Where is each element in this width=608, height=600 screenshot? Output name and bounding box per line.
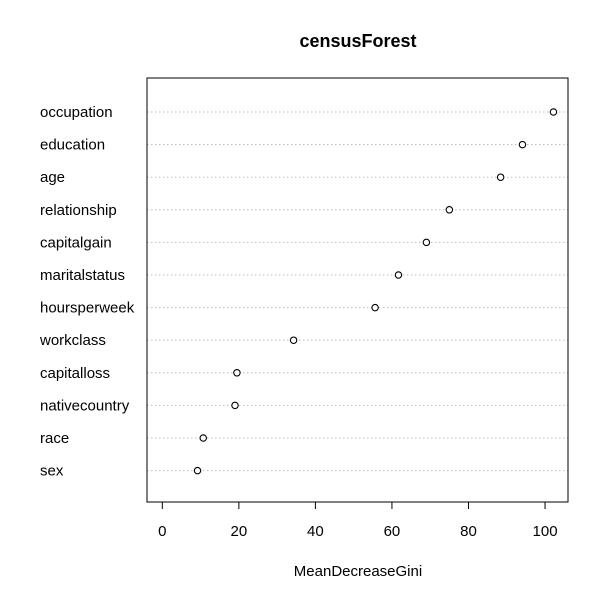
- data-point: [445, 206, 454, 214]
- category-label: maritalstatus: [40, 267, 125, 284]
- category-label: capitalgain: [40, 234, 112, 251]
- x-tick-label: 20: [231, 523, 248, 540]
- data-point: [518, 140, 527, 149]
- data-point: [549, 108, 558, 116]
- x-tick-label: 0: [158, 523, 166, 540]
- data-point: [193, 466, 202, 475]
- data-point: [496, 173, 505, 181]
- x-axis-title: MeanDecreaseGini: [294, 563, 422, 580]
- data-point: [394, 271, 403, 279]
- category-labels: occupation education age relationship capita…: [39, 104, 135, 480]
- data-point: [233, 369, 241, 377]
- x-tick-label: 80: [460, 523, 477, 540]
- category-label: sex: [40, 463, 64, 480]
- x-tick-label: 100: [533, 523, 558, 540]
- category-label: occupation: [40, 104, 113, 121]
- category-label: workclass: [39, 332, 106, 349]
- x-tick-label: 60: [384, 523, 401, 540]
- data-point: [199, 434, 208, 442]
- chart-title: censusForest: [299, 31, 416, 51]
- category-label: hoursperweek: [40, 300, 135, 317]
- data-points: [193, 108, 558, 475]
- plot-frame: [146, 77, 569, 503]
- data-point: [289, 336, 298, 344]
- data-point: [371, 303, 379, 312]
- data-point: [231, 401, 239, 410]
- category-label: education: [40, 137, 105, 154]
- category-label: capitalloss: [40, 365, 110, 382]
- category-label: relationship: [40, 202, 117, 219]
- x-tick-label: 40: [307, 523, 324, 540]
- category-label: race: [40, 430, 69, 447]
- x-axis: 0 20 40 60 80 100: [158, 501, 558, 540]
- category-label: age: [40, 169, 65, 186]
- data-point: [422, 238, 431, 247]
- grid-lines: [147, 111, 568, 472]
- category-label: nativecountry: [40, 397, 130, 414]
